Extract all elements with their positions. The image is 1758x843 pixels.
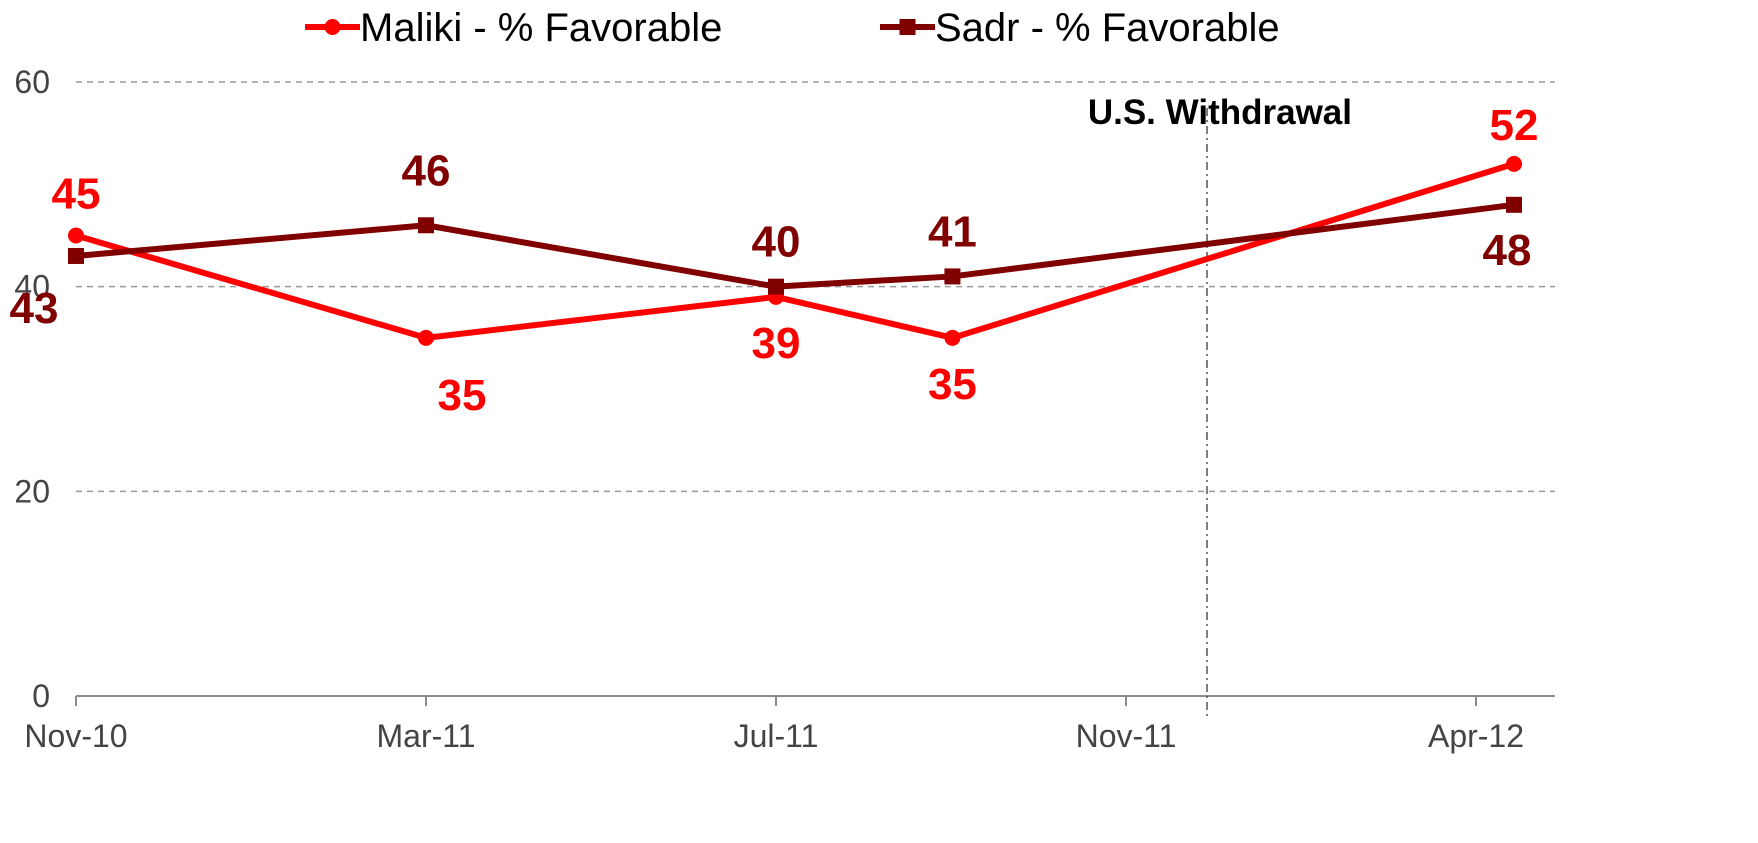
data-point-marker — [1506, 155, 1522, 172]
legend-marker — [324, 19, 341, 35]
x-tick-label: Nov-11 — [1076, 718, 1177, 754]
x-tick-label: Nov-10 — [24, 718, 127, 754]
data-point-marker — [944, 329, 961, 346]
data-label: 43 — [10, 284, 59, 333]
legend-label: Maliki - % Favorable — [360, 6, 722, 50]
y-tick-label: 0 — [32, 678, 50, 714]
data-label: 35 — [438, 371, 487, 420]
legend-label: Sadr - % Favorable — [935, 6, 1280, 50]
y-tick-label: 60 — [14, 64, 50, 100]
axes: 0 20 40 60 Nov-10 Mar-11 Jul-11 Nov-11 Apr-12 — [14, 64, 1555, 754]
data-label: 40 — [752, 218, 801, 267]
y-tick-label: 40 — [14, 269, 50, 305]
data-label: 48 — [1483, 226, 1532, 275]
data-point-marker — [68, 247, 84, 264]
y-tick-label: 20 — [14, 473, 50, 509]
data-label: 39 — [752, 319, 801, 368]
x-tick-label: Mar-11 — [377, 718, 476, 754]
series-layer — [68, 155, 1522, 346]
data-label: 35 — [928, 360, 977, 409]
x-tick-label: Jul-11 — [734, 718, 819, 754]
withdrawal-annotation: U.S. Withdrawal — [1088, 93, 1352, 720]
data-point-marker — [418, 329, 434, 346]
data-label: 46 — [402, 146, 451, 195]
x-tick-label: Apr-12 — [1428, 718, 1524, 754]
legend-marker — [899, 19, 916, 35]
data-point-marker — [418, 217, 434, 234]
data-point-marker — [1506, 196, 1522, 213]
withdrawal-label: U.S. Withdrawal — [1088, 93, 1352, 132]
legend: Maliki - % Favorable Sadr - % Favorable — [305, 6, 1280, 50]
data-point-marker — [944, 268, 961, 285]
data-point-marker — [68, 227, 84, 244]
data-labels: 45 35 39 35 52 43 46 40 41 48 — [10, 101, 1539, 420]
data-label: 52 — [1490, 101, 1539, 150]
data-point-marker — [768, 278, 784, 295]
data-label: 41 — [928, 207, 977, 256]
data-label: 45 — [52, 170, 101, 219]
